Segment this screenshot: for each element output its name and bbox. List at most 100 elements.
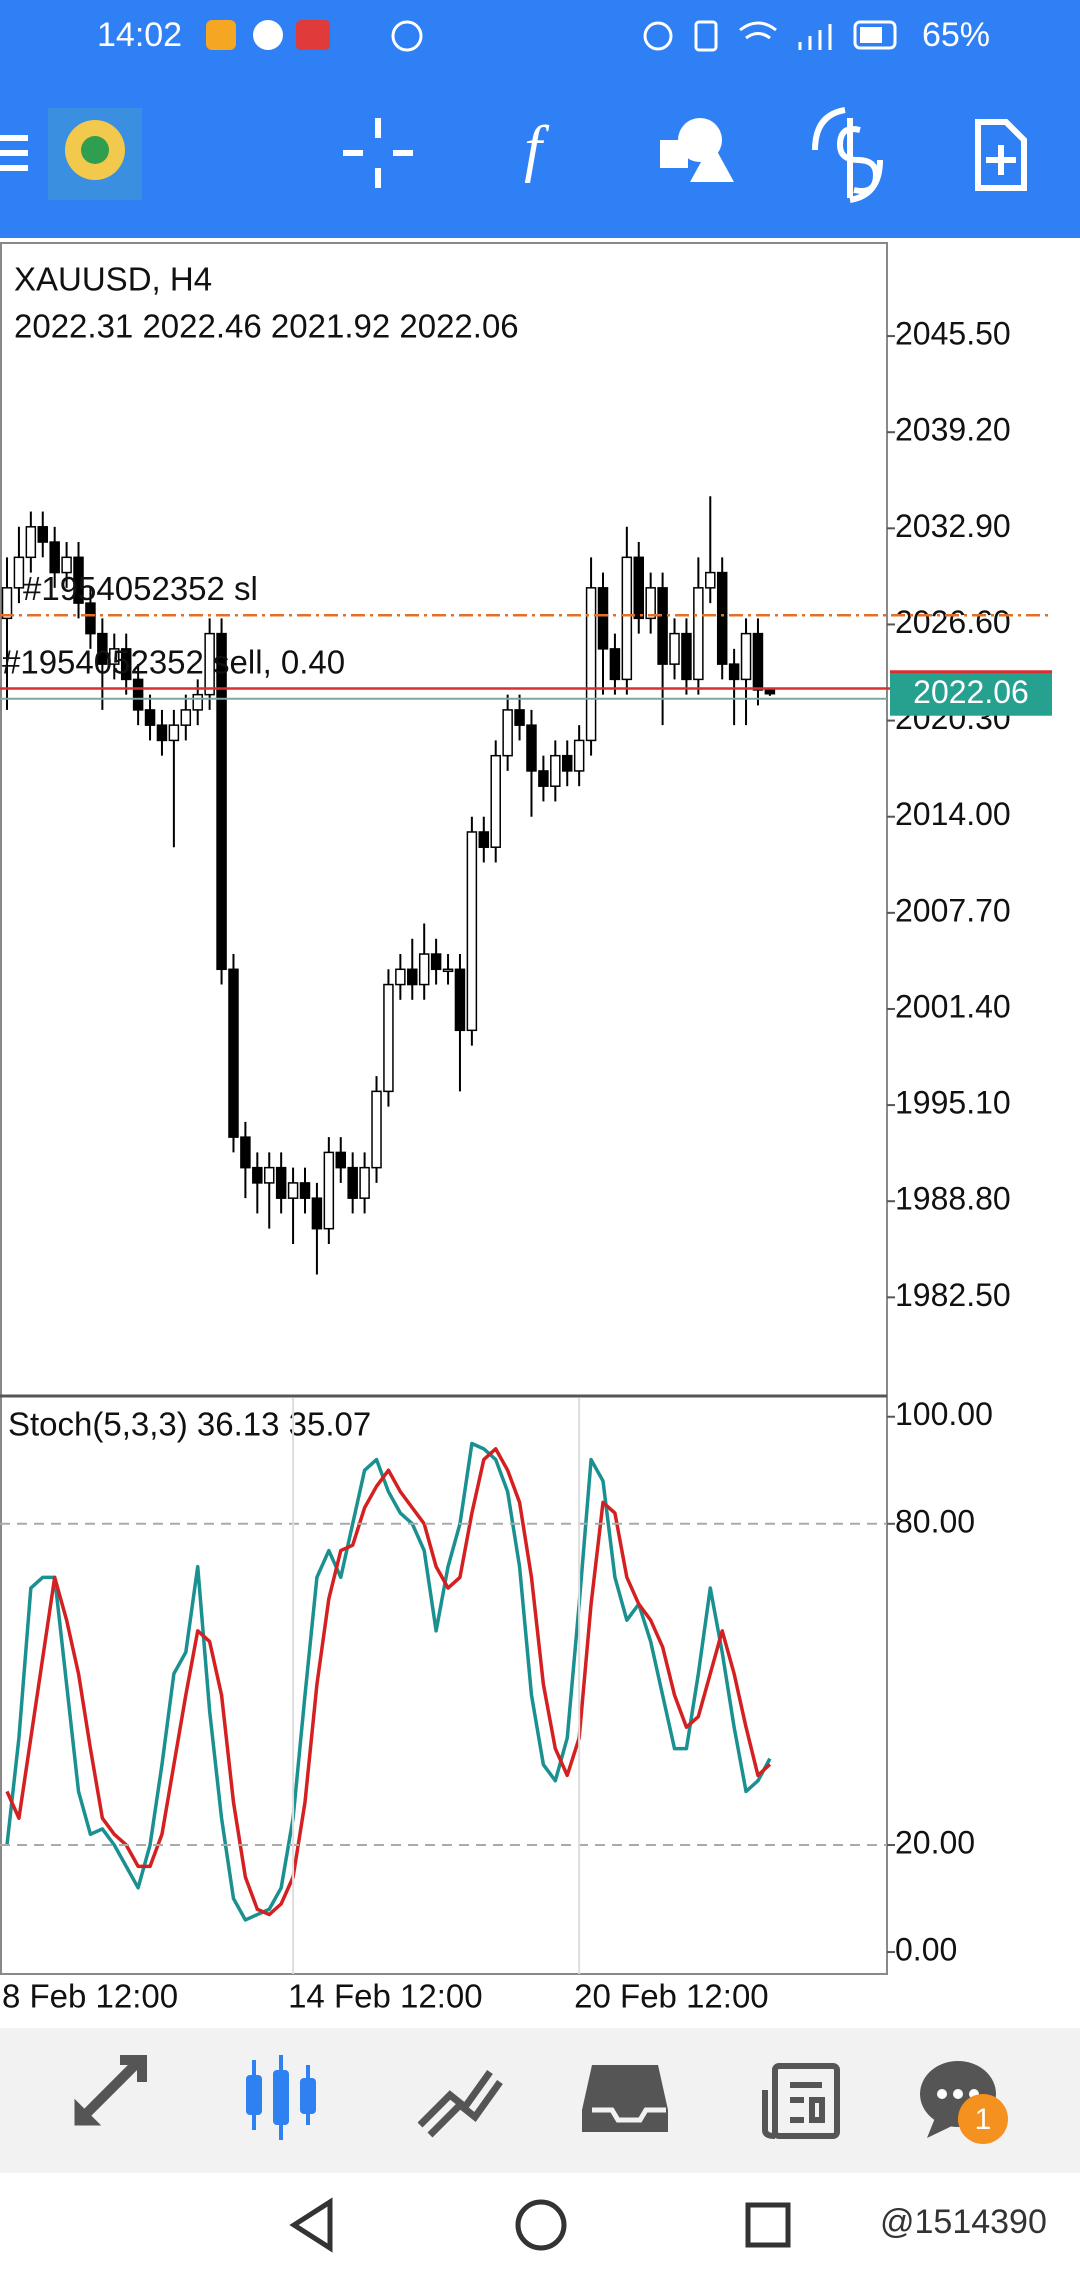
candle-body bbox=[740, 632, 752, 681]
nav-badge: 1 bbox=[975, 2103, 992, 2136]
y-tick-label: 2007.70 bbox=[895, 892, 1011, 928]
y-tick-label: 100.00 bbox=[895, 1396, 993, 1432]
candle-body bbox=[216, 632, 227, 971]
candle-body bbox=[263, 1166, 275, 1184]
x-tick-label: 20 Feb 12:00 bbox=[574, 1978, 769, 2015]
candle-body bbox=[705, 571, 716, 589]
stoch-line bbox=[5, 1447, 772, 1917]
status-battery: 65% bbox=[922, 16, 990, 54]
candle-body bbox=[287, 1182, 299, 1199]
candle-body bbox=[442, 968, 454, 973]
candle-body bbox=[561, 754, 573, 772]
candle-body bbox=[347, 1166, 358, 1199]
stoch-plot bbox=[5, 1441, 772, 1922]
objects-button[interactable] bbox=[660, 118, 734, 182]
y-tick-label: 20.00 bbox=[895, 1824, 975, 1860]
candle-body bbox=[585, 587, 597, 742]
candle-body bbox=[621, 556, 633, 681]
y-tick-label: 2026.60 bbox=[895, 604, 1011, 640]
price-label-box bbox=[890, 671, 1052, 716]
candle-body bbox=[120, 648, 132, 681]
candle-body bbox=[25, 526, 37, 559]
stoch-line bbox=[5, 1441, 772, 1922]
candle-body bbox=[407, 968, 418, 986]
candle-body bbox=[228, 968, 239, 1138]
candle-body bbox=[371, 1090, 382, 1169]
candle-body bbox=[109, 648, 120, 665]
candle-body bbox=[514, 709, 525, 726]
header-bg bbox=[0, 0, 1080, 238]
candle-body bbox=[299, 1182, 311, 1199]
trade-button[interactable] bbox=[812, 107, 883, 203]
order-label: #1954052352 sell, 0.40 bbox=[2, 643, 345, 680]
candle-body bbox=[73, 556, 84, 604]
candle-body bbox=[359, 1166, 370, 1199]
x-tick-label: 8 Feb 12:00 bbox=[2, 1978, 178, 2015]
candle-body bbox=[693, 587, 704, 681]
candle-body bbox=[728, 663, 740, 681]
status-time: 14:02 bbox=[97, 16, 182, 54]
nav-messages[interactable] bbox=[920, 2061, 1008, 2144]
nav-quotes[interactable] bbox=[74, 2055, 147, 2126]
y-tick-label: 2039.20 bbox=[895, 412, 1011, 448]
candle-body bbox=[383, 983, 394, 1093]
candle-body bbox=[418, 953, 430, 986]
stoch-title: Stoch(5,3,3) 36.13 35.07 bbox=[8, 1406, 371, 1443]
crosshair-button[interactable] bbox=[343, 118, 413, 188]
price-plot bbox=[1, 496, 776, 1275]
x-tick-label: 14 Feb 12:00 bbox=[288, 1978, 483, 2015]
app-logo[interactable] bbox=[48, 108, 142, 200]
candle-body bbox=[275, 1166, 287, 1199]
candle-body bbox=[192, 693, 203, 711]
candle-body bbox=[85, 602, 96, 635]
candle-body bbox=[657, 587, 668, 665]
candle-body bbox=[61, 556, 72, 574]
y-tick-label: 0.00 bbox=[895, 1932, 957, 1968]
candle-body bbox=[49, 541, 60, 574]
candle-body bbox=[454, 968, 466, 1032]
candle-body bbox=[609, 648, 621, 681]
y-tick-label: 1982.50 bbox=[895, 1277, 1011, 1313]
candle-body bbox=[645, 587, 656, 620]
y-tick-label: 2045.50 bbox=[895, 316, 1011, 352]
candle-body bbox=[597, 587, 609, 650]
y-tick-label: 2032.90 bbox=[895, 508, 1011, 544]
candle-body bbox=[240, 1136, 251, 1169]
candle-body bbox=[538, 770, 549, 787]
y-tick-label: 1995.10 bbox=[895, 1085, 1011, 1121]
candle-body bbox=[97, 632, 108, 665]
candle-body bbox=[156, 724, 168, 742]
candle-body bbox=[550, 754, 561, 787]
candle-body bbox=[502, 709, 513, 757]
nav-news[interactable] bbox=[762, 2063, 840, 2139]
status-icons bbox=[206, 20, 897, 52]
candle-body bbox=[681, 632, 692, 681]
nav-history[interactable] bbox=[582, 2065, 668, 2132]
candle-body bbox=[323, 1151, 335, 1230]
candle-body bbox=[13, 556, 25, 589]
candle-body bbox=[430, 953, 442, 971]
chart-symbol: XAUUSD, H4 bbox=[14, 261, 212, 298]
bottom-nav-bg bbox=[0, 2028, 1080, 2173]
ohlc-readout: 2022.31 2022.46 2021.92 2022.06 bbox=[14, 308, 519, 345]
new-order-button[interactable] bbox=[975, 119, 1027, 191]
candle-body bbox=[132, 678, 144, 711]
candle-body bbox=[752, 632, 764, 691]
candle-body bbox=[526, 724, 537, 772]
candle-body bbox=[669, 632, 680, 665]
watermark: @1514390 bbox=[880, 2203, 1047, 2241]
candle-body bbox=[252, 1166, 263, 1184]
menu-button[interactable] bbox=[0, 135, 28, 171]
system-nav[interactable] bbox=[289, 2197, 791, 2253]
candle-body bbox=[180, 709, 192, 726]
candle-body bbox=[478, 831, 490, 848]
nav-chart[interactable] bbox=[246, 2055, 316, 2140]
nav-trade[interactable] bbox=[417, 2069, 503, 2138]
candle-body bbox=[1, 587, 13, 620]
chart-frame bbox=[0, 242, 888, 1975]
y-tick-label: 2014.00 bbox=[895, 796, 1011, 832]
candle-body bbox=[204, 632, 215, 696]
candle-body bbox=[490, 754, 501, 848]
